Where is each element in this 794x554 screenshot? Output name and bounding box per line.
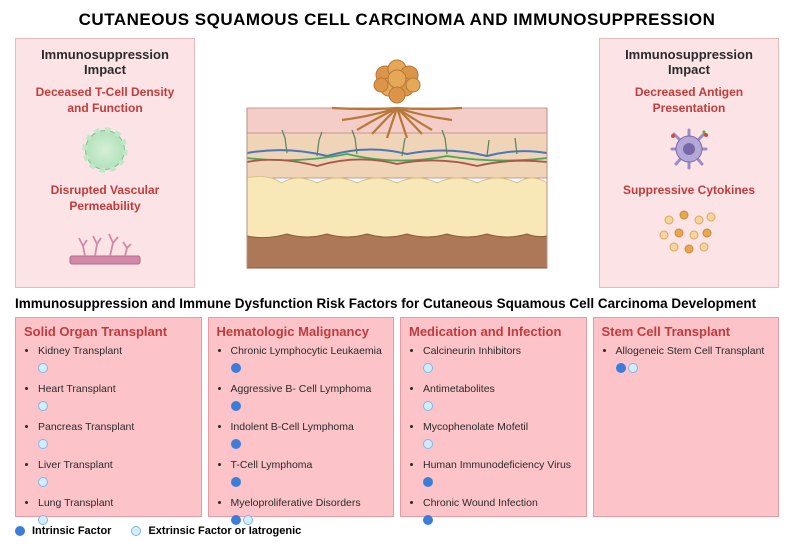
extrinsic-dot-icon — [628, 363, 638, 373]
vascular-label: Disrupted Vascular Permeability — [24, 183, 186, 214]
risk-item: Kidney Transplant — [38, 345, 193, 357]
risk-item-dots — [38, 436, 193, 454]
legend-intrinsic-label: Intrinsic Factor — [32, 525, 111, 537]
extrinsic-dot-icon — [38, 439, 48, 449]
risk-item: Antimetabolites — [423, 383, 578, 395]
risk-item-dots — [231, 474, 386, 492]
risk-item: Chronic Wound Infection — [423, 497, 578, 509]
left-impact-box: Immunosuppression Impact Deceased T-Cell… — [15, 38, 195, 288]
risk-column-title: Solid Organ Transplant — [24, 324, 193, 339]
intrinsic-dot-icon — [15, 526, 25, 536]
extrinsic-dot-icon — [423, 363, 433, 373]
risk-column-title: Medication and Infection — [409, 324, 578, 339]
dendritic-cell-icon — [608, 122, 770, 177]
risk-item: T-Cell Lymphoma — [231, 459, 386, 471]
extrinsic-dot-icon — [423, 401, 433, 411]
risk-item: Heart Transplant — [38, 383, 193, 395]
left-box-title: Immunosuppression Impact — [24, 47, 186, 77]
risk-column-title: Hematologic Malignancy — [217, 324, 386, 339]
extrinsic-dot-icon — [38, 515, 48, 525]
risk-item-dots — [231, 398, 386, 416]
main-title: CUTANEOUS SQUAMOUS CELL CARCINOMA AND IM… — [15, 10, 779, 30]
intrinsic-dot-icon — [231, 439, 241, 449]
intrinsic-dot-icon — [423, 477, 433, 487]
risk-item-dots — [423, 436, 578, 454]
right-impact-box: Immunosuppression Impact Decreased Antig… — [599, 38, 779, 288]
extrinsic-dot-icon — [131, 526, 141, 536]
risk-column: Solid Organ Transplant Kidney Transplant H… — [15, 317, 202, 517]
risk-item-dots — [231, 360, 386, 378]
risk-column: Hematologic Malignancy Chronic Lymphocyti… — [208, 317, 395, 517]
risk-item: Human Immunodeficiency Virus — [423, 459, 578, 471]
risk-item: Pancreas Transplant — [38, 421, 193, 433]
top-section: Immunosuppression Impact Deceased T-Cell… — [15, 38, 779, 288]
skin-cross-section-icon — [205, 38, 589, 288]
risk-item-dots — [231, 436, 386, 454]
risk-grid: Solid Organ Transplant Kidney Transplant H… — [15, 317, 779, 517]
risk-item-dots — [423, 512, 578, 530]
intrinsic-dot-icon — [423, 515, 433, 525]
risk-item-dots — [38, 398, 193, 416]
cytokines-icon — [608, 205, 770, 260]
risk-item-dots — [38, 360, 193, 378]
risk-item-dots — [423, 398, 578, 416]
tcell-icon — [24, 122, 186, 177]
extrinsic-dot-icon — [243, 515, 253, 525]
legend-extrinsic: Extrinsic Factor or Iatrogenic — [131, 525, 301, 537]
intrinsic-dot-icon — [616, 363, 626, 373]
risk-item: Allogeneic Stem Cell Transplant — [616, 345, 771, 357]
risk-item-dots — [423, 474, 578, 492]
risk-item-dots — [616, 360, 771, 378]
risk-column: Stem Cell Transplant Allogeneic Stem Cell… — [593, 317, 780, 517]
risk-item: Myeloproliferative Disorders — [231, 497, 386, 509]
extrinsic-dot-icon — [38, 401, 48, 411]
risk-item: Mycophenolate Mofetil — [423, 421, 578, 433]
risk-section-title: Immunosuppression and Immune Dysfunction… — [15, 296, 779, 311]
legend-intrinsic: Intrinsic Factor — [15, 525, 111, 537]
risk-column: Medication and Infection Calcineurin Inhi… — [400, 317, 587, 517]
risk-item: Calcineurin Inhibitors — [423, 345, 578, 357]
risk-item: Lung Transplant — [38, 497, 193, 509]
extrinsic-dot-icon — [423, 439, 433, 449]
risk-item-dots — [38, 474, 193, 492]
intrinsic-dot-icon — [231, 515, 241, 525]
extrinsic-dot-icon — [38, 363, 48, 373]
risk-item: Indolent B-Cell Lymphoma — [231, 421, 386, 433]
risk-item-dots — [423, 360, 578, 378]
intrinsic-dot-icon — [231, 477, 241, 487]
tcell-label: Deceased T-Cell Density and Function — [24, 85, 186, 116]
risk-item: Aggressive B- Cell Lymphoma — [231, 383, 386, 395]
intrinsic-dot-icon — [231, 363, 241, 373]
risk-item: Liver Transplant — [38, 459, 193, 471]
cytokines-label: Suppressive Cytokines — [608, 183, 770, 199]
risk-item: Chronic Lymphocytic Leukaemia — [231, 345, 386, 357]
intrinsic-dot-icon — [231, 401, 241, 411]
antigen-label: Decreased Antigen Presentation — [608, 85, 770, 116]
legend-extrinsic-label: Extrinsic Factor or Iatrogenic — [148, 525, 301, 537]
vessel-icon — [24, 220, 186, 275]
right-box-title: Immunosuppression Impact — [608, 47, 770, 77]
extrinsic-dot-icon — [38, 477, 48, 487]
risk-column-title: Stem Cell Transplant — [602, 324, 771, 339]
